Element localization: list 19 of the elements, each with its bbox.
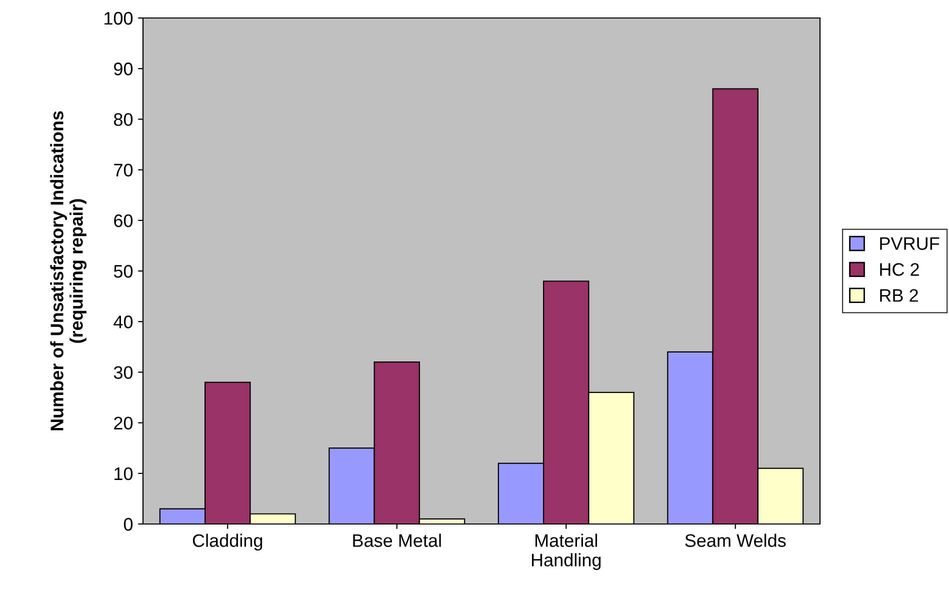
legend-label: HC 2	[880, 263, 919, 276]
y-tick-label: 70	[114, 164, 133, 177]
y-tick-label: 60	[114, 214, 133, 228]
y-tick-label: 90	[114, 62, 133, 76]
x-tick-label: Material Handling	[532, 534, 601, 570]
y-tick-label: 50	[114, 264, 133, 278]
legend-label: RB 2	[880, 289, 918, 302]
y-tick-label: 10	[114, 467, 133, 480]
y-axis-title: Number of Unsatisfactory Indications (requiring repair)	[50, 111, 86, 430]
x-tick-label: Base Metal	[353, 534, 441, 547]
y-tick-label: 0	[124, 518, 133, 531]
y-tick-label: 80	[114, 113, 133, 126]
y-tick-label: 30	[114, 366, 133, 379]
y-tick-label: 20	[114, 416, 133, 430]
legend-label: PVRUF	[880, 237, 940, 250]
x-tick-label: Cladding	[192, 534, 262, 551]
x-tick-label: Seam Welds	[685, 534, 786, 547]
y-tick-label: 100	[104, 12, 133, 25]
y-tick-label: 40	[114, 316, 133, 328]
